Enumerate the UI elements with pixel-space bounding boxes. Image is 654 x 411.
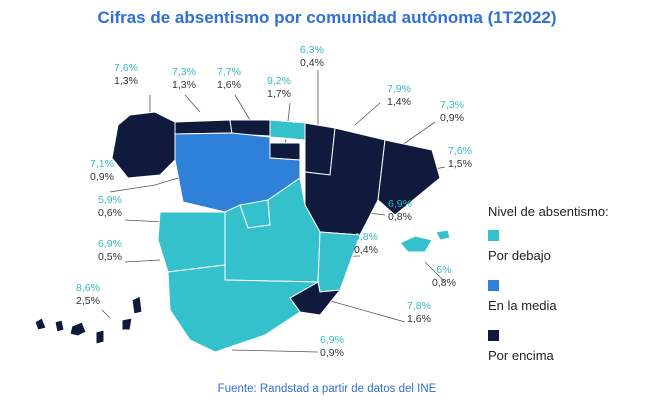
legend-swatch-encima: [488, 330, 499, 341]
legend-item-encima: Por encima: [488, 330, 554, 363]
navarra-val-label: 1,4%: [387, 96, 411, 108]
canarias-pct-label: 8,6%: [76, 282, 100, 294]
cantabria-val-label: 1,6%: [217, 79, 241, 91]
baleares-pct-label: 6%: [436, 264, 452, 276]
label-asturias: 7,3% 1,3%: [160, 66, 208, 92]
legend: Nivel de absentismo: Por debajo En la me…: [488, 204, 648, 363]
cataluna-val-label: 0,9%: [440, 112, 464, 124]
castilla-la-mancha-val-label: 0,4%: [354, 244, 378, 256]
label-baleares: 6% 0,8%: [420, 264, 468, 290]
navarra-pct-label: 7,9%: [387, 83, 411, 95]
region-la-rioja: [269, 142, 301, 161]
cantabria-pct-label: 7,7%: [217, 66, 241, 78]
andalucia-pct-label: 6,9%: [320, 334, 344, 346]
cataluna-pct-label: 7,3%: [440, 99, 464, 111]
madrid-val-label: 0,6%: [98, 207, 122, 219]
label-castilla-la-mancha: 6,8% 0,4%: [342, 231, 390, 257]
legend-label-debajo: Por debajo: [488, 248, 551, 263]
label-canarias: 8,6% 2,5%: [64, 282, 112, 308]
region-baleares: [399, 229, 451, 253]
label-aragon: 7,6% 1,5%: [436, 145, 484, 171]
galicia-val-label: 1,3%: [114, 75, 138, 87]
legend-swatch-media: [488, 280, 499, 291]
aragon-pct-label: 7,6%: [448, 145, 472, 157]
label-la-rioja: 9,2% 1,7%: [255, 75, 303, 101]
pais-vasco-val-label: 0,4%: [300, 57, 324, 69]
label-cataluna: 7,3% 0,9%: [428, 99, 476, 125]
region-asturias: [174, 119, 233, 135]
label-galicia: 7,6% 1,3%: [102, 62, 150, 88]
la-rioja-pct-label: 9,2%: [267, 75, 291, 87]
source-note: Fuente: Randstad a partir de datos del I…: [217, 383, 437, 395]
galicia-pct-label: 7,6%: [114, 62, 138, 74]
region-pais-vasco: [269, 119, 306, 141]
murcia-pct-label: 7,8%: [407, 300, 431, 312]
label-murcia: 7,8% 1,6%: [395, 300, 443, 326]
label-castilla-leon: 7,1% 0,9%: [78, 158, 126, 184]
castilla-leon-val-label: 0,9%: [90, 171, 114, 183]
label-valencia: 6,9% 0,8%: [376, 198, 424, 224]
label-cantabria: 7,7% 1,6%: [205, 66, 253, 92]
map-title: Cifras de absentismo por comunidad autón…: [97, 8, 557, 27]
map-regions: [34, 111, 451, 353]
castilla-leon-pct-label: 7,1%: [90, 158, 114, 170]
legend-swatch-debajo: [488, 230, 499, 241]
andalucia-val-label: 0,9%: [320, 347, 344, 359]
legend-item-media: En la media: [488, 280, 557, 313]
label-extremadura: 6,9% 0,5%: [86, 238, 134, 264]
legend-title: Nivel de absentismo:: [488, 204, 609, 219]
canarias-val-label: 2,5%: [76, 295, 100, 307]
region-extremadura: [157, 211, 226, 273]
madrid-pct-label: 5,9%: [98, 194, 122, 206]
extremadura-pct-label: 6,9%: [98, 238, 122, 250]
castilla-la-mancha-pct-label: 6,8%: [354, 231, 378, 243]
aragon-val-label: 1,5%: [448, 158, 472, 170]
label-navarra: 7,9% 1,4%: [375, 83, 423, 109]
region-andalucia: [167, 264, 320, 353]
valencia-pct-label: 6,9%: [388, 198, 412, 210]
baleares-val-label: 0,8%: [432, 277, 456, 289]
region-cataluna: [377, 139, 441, 216]
murcia-val-label: 1,6%: [407, 313, 431, 325]
asturias-pct-label: 7,3%: [172, 66, 196, 78]
label-madrid: 5,9% 0,6%: [86, 194, 134, 220]
legend-item-debajo: Por debajo: [488, 230, 551, 263]
valencia-val-label: 0,8%: [388, 211, 412, 223]
label-andalucia: 6,9% 0,9%: [308, 334, 356, 360]
la-rioja-val-label: 1,7%: [267, 88, 291, 100]
extremadura-val-label: 0,5%: [98, 251, 122, 263]
label-pais-vasco: 6,3% 0,4%: [288, 44, 336, 70]
legend-label-encima: Por encima: [488, 348, 554, 363]
pais-vasco-pct-label: 6,3%: [300, 44, 324, 56]
asturias-val-label: 1,3%: [172, 79, 196, 91]
legend-label-media: En la media: [488, 298, 557, 313]
region-canarias: [34, 295, 143, 345]
